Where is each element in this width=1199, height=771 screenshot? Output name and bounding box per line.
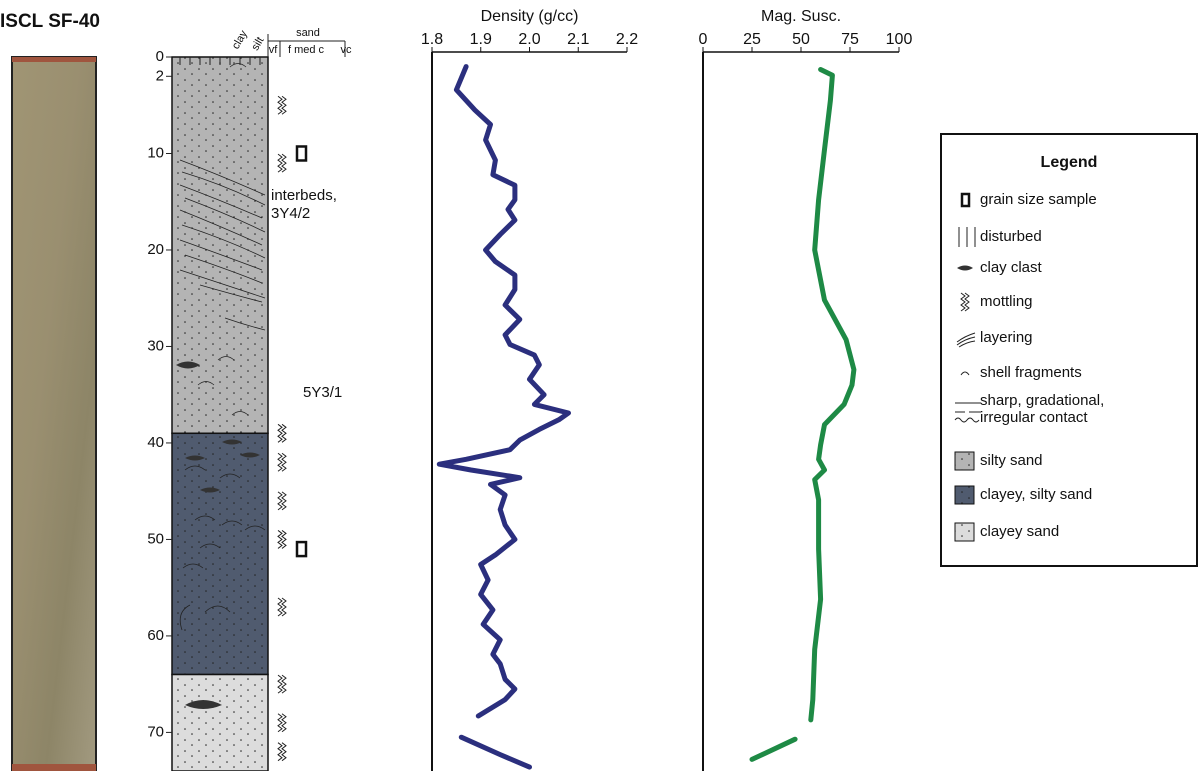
- legend-symbol: [957, 265, 973, 271]
- x-tick-label: 75: [841, 31, 859, 48]
- x-tick-label: 1.8: [421, 31, 443, 48]
- legend-symbol: [955, 402, 981, 413]
- mottling-symbol: [277, 713, 287, 733]
- y-tick-label: 40: [147, 434, 164, 451]
- core-photo: [11, 56, 97, 771]
- grain-label: sand: [296, 27, 320, 39]
- legend-label: layering: [980, 329, 1033, 346]
- data-line: [436, 64, 571, 770]
- y-tick-label: 20: [147, 241, 164, 258]
- mottling-symbol: [277, 452, 287, 472]
- y-tick-label: 2: [156, 67, 164, 84]
- core-edge: [12, 764, 96, 771]
- legend: Legend grain size sample disturbed clay cla…: [954, 154, 1104, 542]
- x-tick-label: 25: [743, 31, 761, 48]
- mottling-symbol: [960, 292, 970, 312]
- legend-label: clayey sand: [980, 523, 1059, 540]
- x-tick-label: 2.2: [616, 31, 638, 48]
- lithology-column: 0 2 10 20 30 40 50 60 70 clay silt sand vf f med c vc i…: [147, 27, 352, 771]
- grain-label: vf: [269, 44, 279, 56]
- mottling-symbol: [277, 742, 287, 762]
- legend-symbol: [960, 192, 971, 208]
- legend-label: silty sand: [980, 452, 1043, 469]
- mottling-symbol: [277, 423, 287, 443]
- core-edge: [12, 57, 96, 62]
- y-tick-label: 0: [156, 48, 164, 65]
- x-tick-label: 100: [886, 31, 913, 48]
- axis-title: Mag. Susc.: [761, 8, 841, 25]
- grain-size-sample: [295, 540, 308, 558]
- title: ISCL SF-40: [0, 11, 100, 32]
- x-tick-label: 50: [792, 31, 810, 48]
- lithology-texture: [172, 674, 268, 771]
- legend-label: disturbed: [980, 228, 1042, 245]
- grain-label: f med c: [288, 44, 325, 56]
- annotation: 3Y4/2: [271, 205, 310, 222]
- legend-label: clay clast: [980, 259, 1043, 276]
- legend-swatch: [955, 452, 974, 470]
- layering-symbols: [179, 63, 266, 631]
- lithology-texture: [172, 433, 268, 675]
- grain-size-sample: [295, 145, 308, 162]
- annotation: 5Y3/1: [303, 384, 342, 401]
- plots: Density (g/cc) 1.8 1.9 2.0 2.1 2.2 Mag. Susc. 0…: [421, 8, 913, 771]
- legend-title: Legend: [1041, 154, 1098, 171]
- grain-label: vc: [341, 44, 353, 56]
- legend-label: grain size sample: [980, 191, 1097, 208]
- mottling-symbol: [277, 530, 287, 549]
- legend-symbol: [954, 417, 980, 423]
- legend-label: irregular contact: [980, 409, 1088, 426]
- legend-symbol: [956, 332, 976, 348]
- y-tick-label: 60: [147, 627, 164, 644]
- mottling-symbol: [277, 674, 287, 694]
- clay-clasts: [176, 361, 260, 709]
- legend-symbol: [960, 371, 970, 376]
- y-tick-label: 50: [147, 530, 164, 547]
- mottling-symbol: [277, 597, 287, 617]
- legend-label: mottling: [980, 293, 1033, 310]
- x-tick-label: 1.9: [470, 31, 492, 48]
- x-tick-label: 2.0: [518, 31, 540, 48]
- legend-symbol: [958, 227, 976, 247]
- lithology-texture: [172, 57, 268, 434]
- x-tick-label: 0: [699, 31, 708, 48]
- grain-label: silt: [249, 35, 266, 53]
- grain-label: clay: [230, 28, 250, 51]
- data-line: [749, 67, 857, 762]
- axis-title: Density (g/cc): [481, 8, 579, 25]
- y-tick-label: 30: [147, 337, 164, 354]
- legend-label: clayey, silty sand: [980, 486, 1092, 503]
- mottling-symbol: [277, 153, 287, 173]
- annotation: interbeds,: [271, 187, 337, 204]
- y-tick-label: 70: [147, 723, 164, 740]
- legend-swatch: [955, 486, 974, 504]
- legend-box: [940, 133, 1198, 567]
- x-tick-label: 2.1: [567, 31, 589, 48]
- mottling-symbol: [277, 491, 287, 511]
- legend-swatch: [955, 523, 974, 541]
- legend-label: sharp, gradational,: [980, 392, 1104, 409]
- mottling-symbol: [277, 95, 287, 115]
- legend-label: shell fragments: [980, 364, 1082, 381]
- y-tick-label: 10: [147, 144, 164, 161]
